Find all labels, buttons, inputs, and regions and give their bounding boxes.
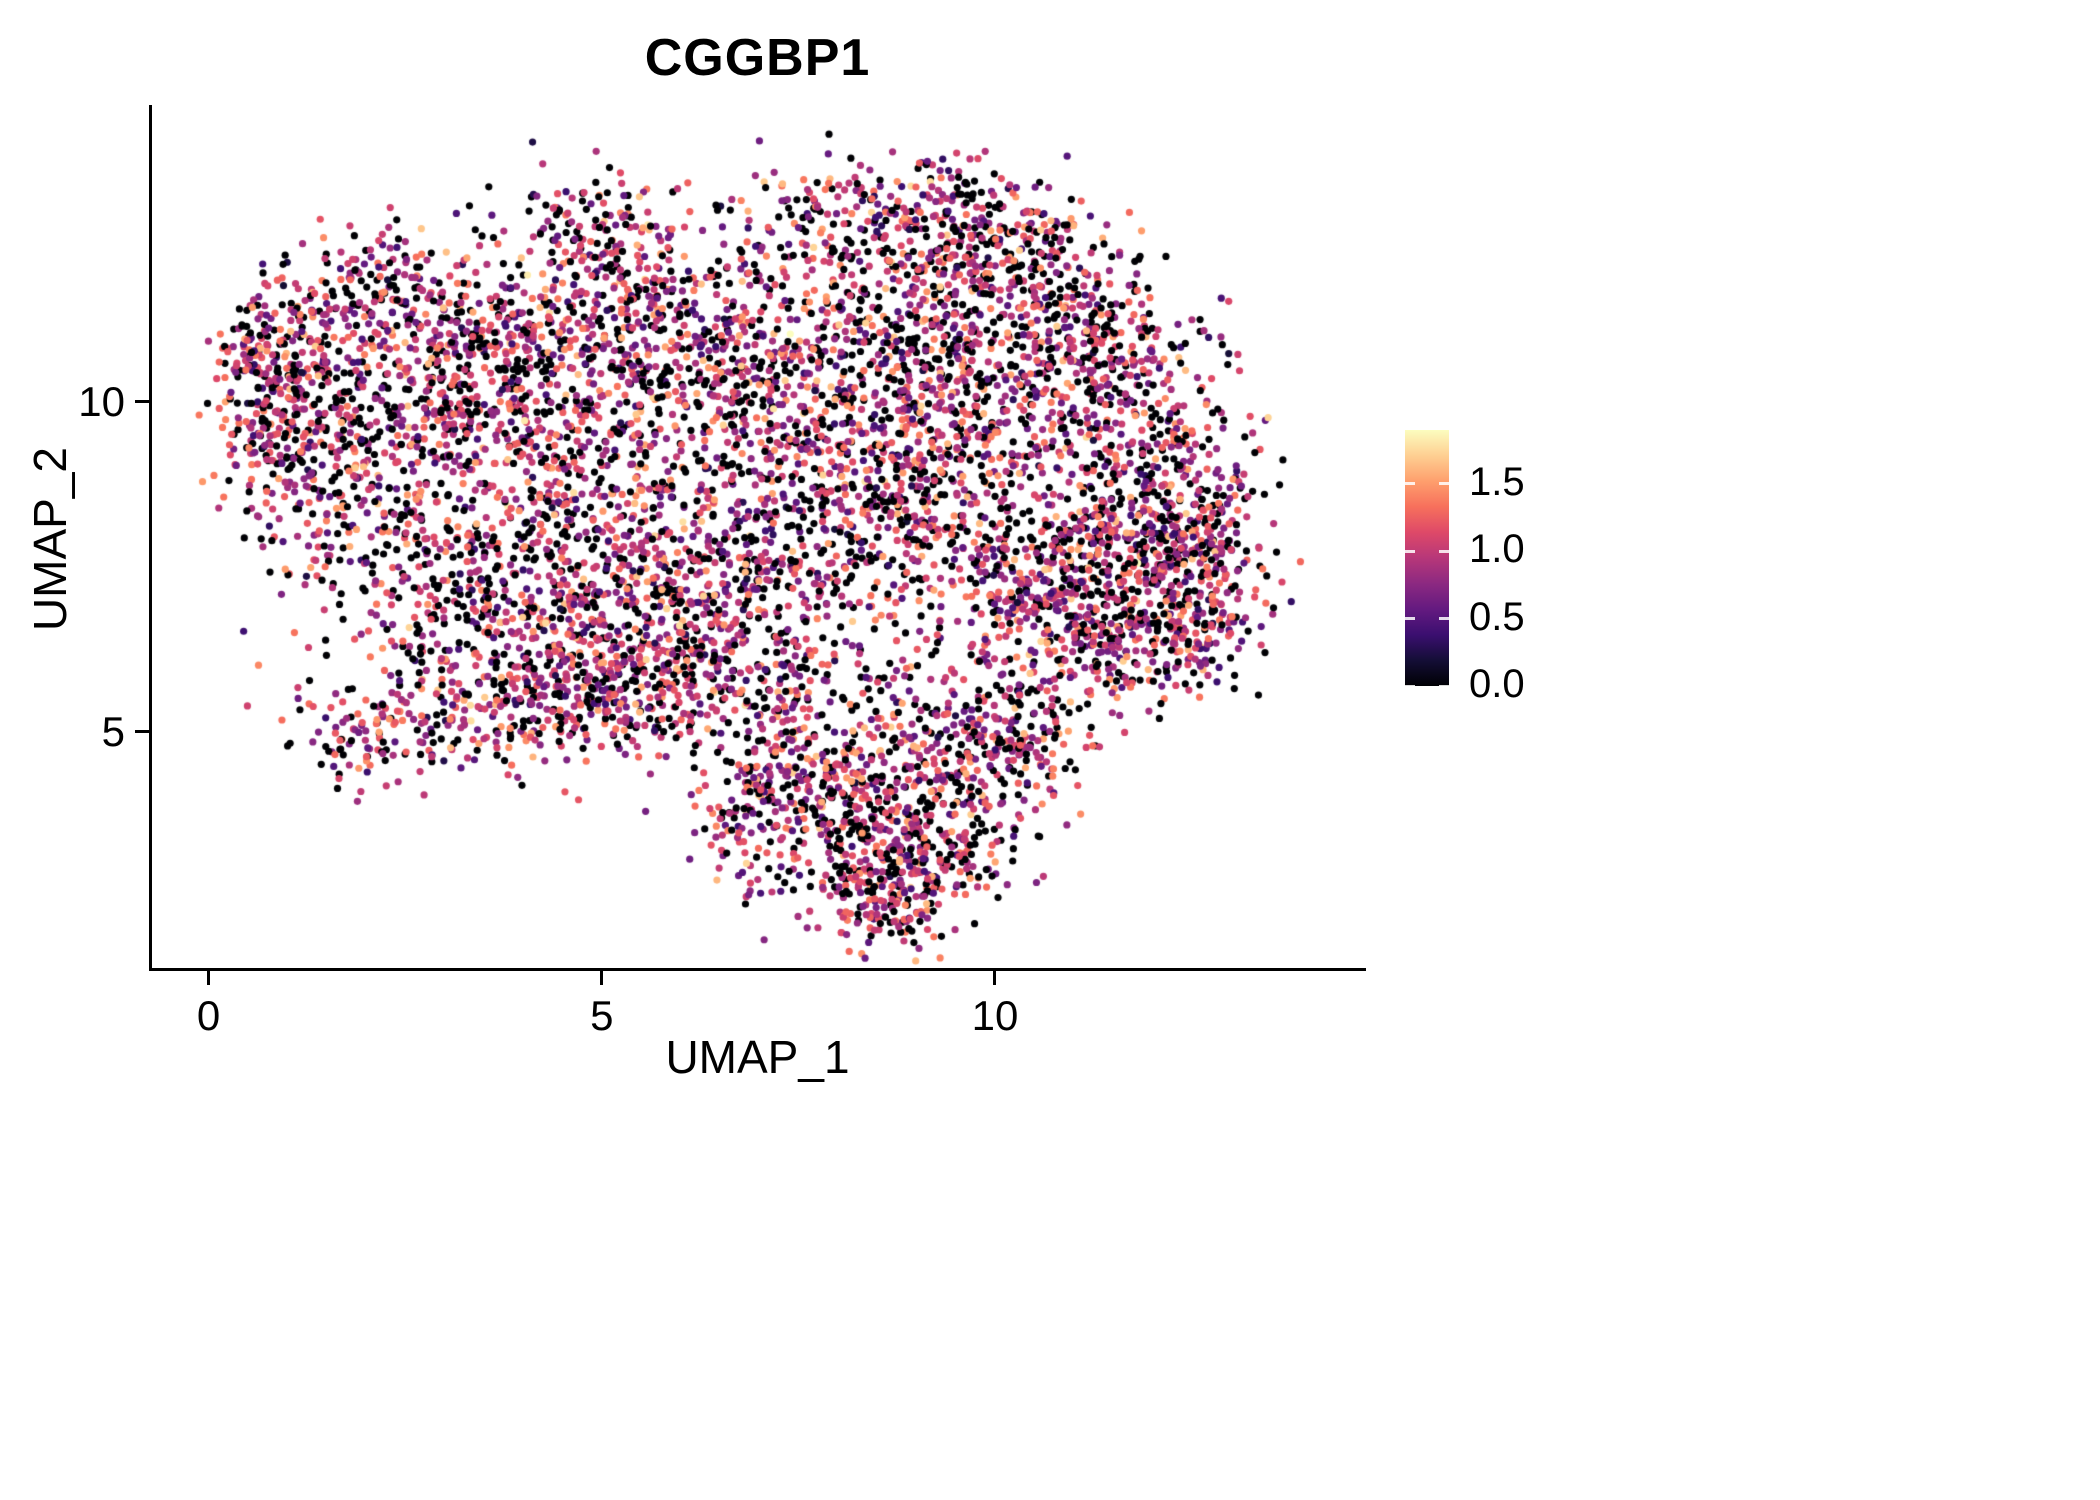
x-tick-mark (993, 971, 997, 985)
y-tick-label: 10 (78, 377, 125, 425)
x-tick-label: 0 (196, 992, 221, 1039)
plot-title: CGGBP1 (644, 29, 871, 87)
x-tick-mark (600, 971, 604, 985)
legend-tick-mark (1439, 617, 1449, 621)
umap-point-cloud (152, 105, 1363, 968)
legend-colorbar (1405, 430, 1449, 686)
y-tick-mark (135, 400, 149, 404)
legend-tick-label: 1.0 (1469, 527, 1525, 572)
legend-tick-mark (1439, 482, 1449, 486)
legend-tick-label: 1.5 (1469, 459, 1525, 504)
legend-tick-mark (1405, 482, 1415, 486)
legend-tick-label: 0.5 (1469, 594, 1525, 639)
y-axis-title: UMAP_2 (24, 446, 76, 632)
x-tick-label: 5 (590, 992, 614, 1039)
legend-tick-label: 0.0 (1469, 662, 1525, 706)
legend-tick-mark (1439, 684, 1449, 688)
y-axis-line (149, 105, 152, 971)
x-axis-title: UMAP_1 (665, 1031, 850, 1083)
legend-tick-mark (1405, 617, 1415, 621)
y-tick-mark (135, 730, 149, 734)
legend-tick-mark (1405, 549, 1415, 553)
x-axis-line (149, 968, 1366, 971)
legend-tick-mark (1405, 684, 1415, 688)
y-tick-label: 5 (101, 707, 125, 755)
x-tick-mark (207, 971, 211, 985)
legend-tick-mark (1439, 549, 1449, 553)
x-tick-label: 10 (971, 992, 1019, 1039)
